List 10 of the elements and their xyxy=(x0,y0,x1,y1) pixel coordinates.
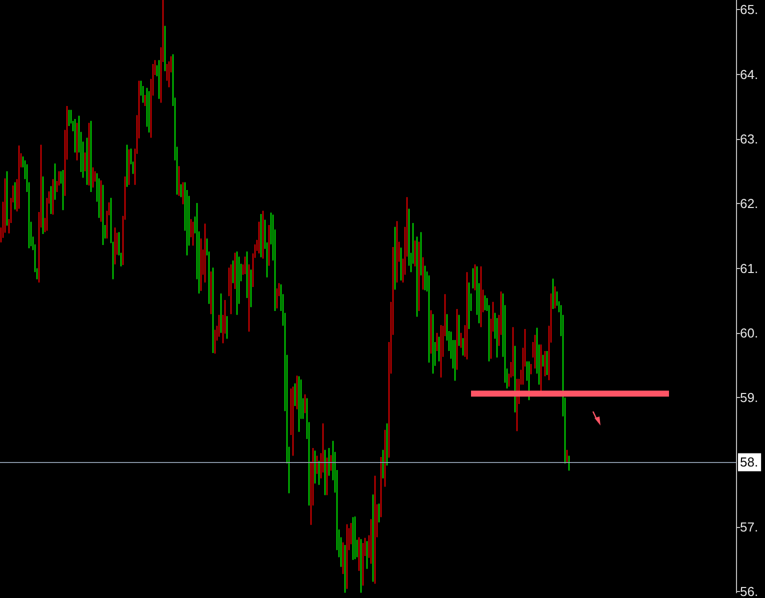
y-tick-label: 57. xyxy=(740,519,758,534)
y-tick-label: 62. xyxy=(740,196,758,212)
ref-line-label: 58. xyxy=(740,454,758,470)
y-tick-label: 65. xyxy=(740,2,758,18)
y-tick-label: 61. xyxy=(740,260,758,276)
y-tick-label: 64. xyxy=(740,66,758,82)
y-tick-label: 59. xyxy=(740,390,758,406)
y-tick-label: 56. xyxy=(740,584,758,598)
y-tick-label: 63. xyxy=(740,131,758,146)
y-tick-label: 60. xyxy=(740,325,758,340)
